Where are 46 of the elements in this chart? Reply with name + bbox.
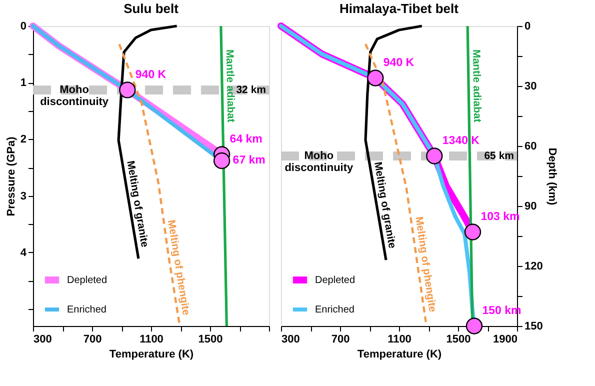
y-tick-label: 90	[524, 200, 537, 212]
legend-label: Enriched	[315, 304, 354, 316]
legend-label: Enriched	[67, 304, 106, 316]
x-tick-label: 300	[34, 334, 52, 346]
annotation: 940 K	[135, 68, 167, 81]
text: Mantle adiabat	[470, 49, 484, 123]
y-tick-label: 0	[524, 20, 531, 32]
x-tick-label: 700	[331, 334, 350, 346]
chart-title: Himalaya-Tibet belt	[340, 1, 460, 16]
legend-label: Depleted	[67, 275, 108, 286]
y-tick-label: 1	[20, 77, 26, 90]
y-tick-label: 4	[20, 246, 28, 259]
y-tick-label: 60	[524, 140, 537, 152]
text: Mantle adiabat	[223, 49, 237, 123]
x-tick-label: 1100	[140, 334, 164, 346]
x-tick-label: 1500	[198, 334, 223, 346]
legend-label: Depleted	[315, 275, 356, 286]
y-axis-title: Depth (km)	[546, 148, 558, 206]
line-series	[117, 24, 178, 260]
x-axis-title: Temperature (K)	[109, 348, 194, 360]
x-axis-title: Temperature (K)	[357, 348, 442, 360]
y-tick-label: 2	[20, 134, 26, 146]
y-axis-title: Pressure (GPa)	[5, 136, 18, 216]
annotation: 1340 K	[442, 135, 480, 147]
y-tick-label: 30	[524, 80, 537, 92]
text: Melting of granite	[124, 160, 151, 248]
y-tick-label: 120	[524, 260, 543, 272]
text: Melting of granite	[371, 161, 398, 250]
x-tick-label: 1100	[388, 334, 412, 346]
annotation: 67 km	[232, 154, 266, 167]
x-tick-label: 700	[83, 334, 102, 346]
annotation: 64 km	[230, 133, 262, 146]
x-tick-label: 1500	[446, 334, 471, 346]
ref-line-label: 65 km	[484, 150, 514, 162]
y-tick-label: 150	[524, 320, 543, 332]
chart-title: Sulu belt	[124, 1, 180, 16]
annotation: 940 K	[383, 57, 415, 69]
text: Melting of phengite	[412, 216, 438, 313]
y-tick-label: 3	[20, 190, 26, 202]
annotation: Moho discontinuity	[284, 150, 354, 174]
annotation: Moho discontinuity	[40, 84, 110, 108]
ref-line-label: 32 km	[236, 84, 266, 96]
x-tick-label: 300	[282, 334, 300, 346]
text: Melting of phengite	[164, 219, 192, 316]
y-tick-label: 0	[20, 20, 26, 32]
x-tick-label: 1900	[493, 334, 518, 346]
